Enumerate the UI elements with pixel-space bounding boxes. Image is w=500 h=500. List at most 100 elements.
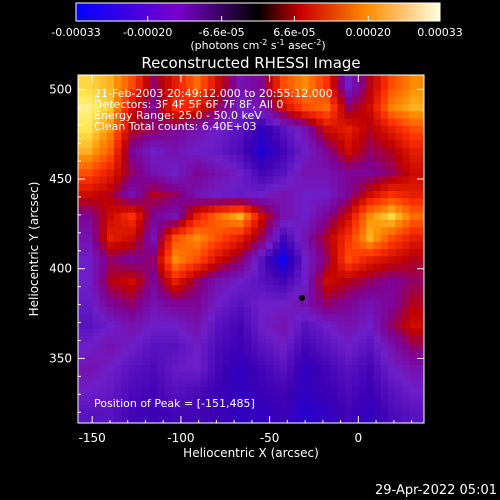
heatmap-cell — [351, 336, 360, 344]
heatmap-cell — [323, 379, 331, 388]
heatmap-cell — [186, 183, 194, 192]
heatmap-cell — [409, 154, 418, 163]
heatmap-cell — [301, 307, 310, 315]
heatmap-cell — [78, 263, 86, 272]
heatmap-cell — [366, 118, 374, 127]
heatmap-cell — [294, 263, 302, 272]
heatmap-cell — [78, 408, 86, 417]
heatmap-cell — [308, 336, 317, 344]
heatmap-cell — [236, 357, 245, 366]
heatmap-cell — [272, 198, 281, 206]
heatmap-cell — [243, 270, 252, 279]
heatmap-cell — [106, 285, 115, 293]
heatmap-cell — [157, 133, 165, 141]
heatmap-cell — [279, 227, 288, 235]
heatmap-cell — [229, 270, 237, 279]
heatmap-cell — [99, 408, 108, 417]
heatmap-cell — [366, 140, 374, 148]
heatmap-cell — [287, 241, 295, 250]
heatmap-cell — [229, 220, 237, 228]
heatmap-cell — [99, 285, 108, 293]
heatmap-cell — [200, 82, 209, 90]
heatmap-cell — [315, 241, 324, 250]
heatmap-cell — [106, 328, 115, 337]
heatmap-cell — [85, 191, 93, 199]
heatmap-cell — [142, 205, 151, 214]
heatmap-cell — [395, 162, 403, 170]
heatmap-cell — [229, 104, 237, 112]
heatmap-cell — [92, 408, 101, 417]
heatmap-cell — [157, 386, 165, 395]
heatmap-cell — [135, 263, 144, 272]
heatmap-cell — [279, 89, 288, 98]
heatmap-cell — [128, 343, 137, 351]
heatmap-cell — [99, 82, 108, 90]
heatmap-cell — [366, 336, 374, 344]
annotation-time: 21-Feb-2003 20:49:12.000 to 20:55:12.000 — [94, 87, 333, 100]
heatmap-cell — [243, 249, 252, 257]
heatmap-cell — [337, 372, 346, 380]
heatmap-cell — [351, 234, 360, 243]
heatmap-cell — [294, 234, 302, 243]
heatmap-cell — [351, 314, 360, 322]
heatmap-cell — [157, 292, 165, 301]
heatmap-cell — [142, 227, 151, 235]
heatmap-cell — [229, 227, 237, 235]
heatmap-cell — [236, 89, 245, 98]
heatmap-cell — [323, 415, 331, 424]
heatmap-cell — [128, 292, 137, 301]
heatmap-cell — [409, 89, 418, 98]
heatmap-cell — [402, 307, 410, 315]
heatmap-cell — [251, 394, 259, 402]
heatmap-cell — [337, 321, 346, 330]
heatmap-cell — [142, 220, 151, 228]
heatmap-cell — [186, 394, 194, 402]
heatmap-cell — [301, 234, 310, 243]
heatmap-cell — [337, 147, 346, 156]
heatmap-cell — [287, 154, 295, 163]
heatmap-cell — [200, 162, 209, 170]
heatmap-cell — [200, 147, 209, 156]
heatmap-cell — [359, 133, 367, 141]
heatmap-cell — [337, 118, 346, 127]
heatmap-cell — [344, 292, 353, 301]
heatmap-cell — [359, 154, 367, 163]
heatmap-cell — [337, 227, 346, 235]
heatmap-cell — [186, 263, 194, 272]
heatmap-cell — [301, 256, 310, 264]
heatmap-cell — [214, 140, 223, 148]
annotation-counts: Clean Total counts: 6.40E+03 — [94, 120, 257, 133]
heatmap-cell — [236, 408, 245, 417]
heatmap-cell — [258, 212, 266, 221]
heatmap-cell — [395, 314, 403, 322]
heatmap-cell — [416, 147, 425, 156]
colorbar-tick-label: -6.6e-05 — [198, 26, 244, 39]
heatmap-cell — [387, 241, 396, 250]
heatmap-cell — [315, 292, 324, 301]
heatmap-cell — [243, 328, 252, 337]
heatmap-cell — [114, 394, 122, 402]
heatmap-cell — [294, 147, 302, 156]
heatmap-cell — [200, 111, 209, 119]
heatmap-cell — [279, 401, 288, 409]
heatmap-cell — [294, 183, 302, 192]
heatmap-cell — [387, 249, 396, 257]
heatmap-cell — [85, 162, 93, 170]
heatmap-cell — [337, 292, 346, 301]
heatmap-cell — [258, 394, 266, 402]
heatmap-cell — [287, 89, 295, 98]
heatmap-cell — [178, 75, 187, 83]
heatmap-cell — [409, 379, 418, 388]
heatmap-cell — [279, 234, 288, 243]
heatmap-cell — [99, 299, 108, 308]
heatmap-cell — [373, 314, 382, 322]
heatmap-cell — [344, 205, 353, 214]
heatmap-cell — [150, 394, 158, 402]
heatmap-cell — [121, 169, 129, 177]
heatmap-cell — [164, 285, 173, 293]
heatmap-cell — [301, 299, 310, 308]
heatmap-cell — [229, 169, 237, 177]
heatmap-cell — [92, 321, 101, 330]
heatmap-cell — [315, 321, 324, 330]
heatmap-cell — [236, 169, 245, 177]
